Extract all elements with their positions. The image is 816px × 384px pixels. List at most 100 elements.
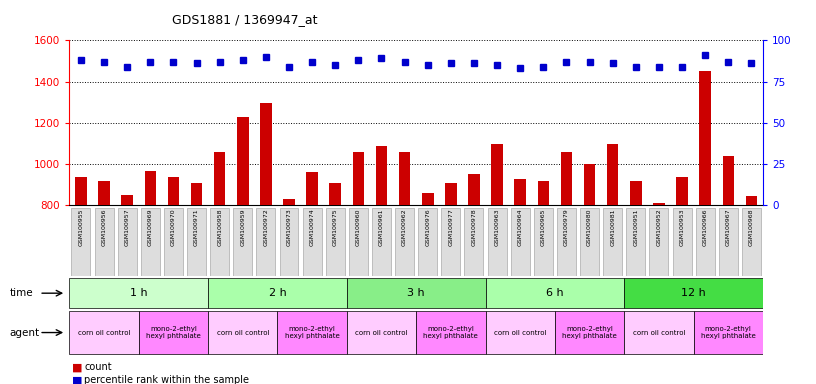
FancyBboxPatch shape bbox=[742, 208, 761, 276]
FancyBboxPatch shape bbox=[696, 208, 715, 276]
Bar bbox=[144, 171, 156, 205]
FancyBboxPatch shape bbox=[211, 208, 229, 276]
Text: 2 h: 2 h bbox=[268, 288, 286, 298]
Text: GSM100965: GSM100965 bbox=[541, 209, 546, 246]
FancyBboxPatch shape bbox=[141, 208, 160, 276]
Text: GSM100978: GSM100978 bbox=[472, 209, 477, 247]
Text: ■: ■ bbox=[72, 362, 82, 372]
Text: GSM100975: GSM100975 bbox=[333, 209, 338, 247]
FancyBboxPatch shape bbox=[416, 311, 486, 354]
Text: GDS1881 / 1369947_at: GDS1881 / 1369947_at bbox=[172, 13, 317, 26]
Text: 3 h: 3 h bbox=[407, 288, 425, 298]
FancyBboxPatch shape bbox=[72, 208, 91, 276]
FancyBboxPatch shape bbox=[347, 311, 416, 354]
Text: GSM100956: GSM100956 bbox=[101, 209, 107, 246]
FancyBboxPatch shape bbox=[95, 208, 113, 276]
FancyBboxPatch shape bbox=[208, 311, 277, 354]
Text: agent: agent bbox=[10, 328, 40, 338]
Bar bbox=[167, 177, 180, 205]
Bar bbox=[191, 183, 202, 205]
Text: GSM100972: GSM100972 bbox=[264, 209, 268, 247]
FancyBboxPatch shape bbox=[624, 311, 694, 354]
FancyBboxPatch shape bbox=[627, 208, 645, 276]
Text: 12 h: 12 h bbox=[681, 288, 706, 298]
Text: GSM100973: GSM100973 bbox=[286, 209, 291, 247]
Text: GSM100976: GSM100976 bbox=[425, 209, 430, 247]
Text: GSM100961: GSM100961 bbox=[379, 209, 384, 246]
FancyBboxPatch shape bbox=[349, 208, 368, 276]
Text: GSM100951: GSM100951 bbox=[633, 209, 638, 246]
Bar bbox=[561, 152, 572, 205]
FancyBboxPatch shape bbox=[672, 208, 691, 276]
Bar bbox=[237, 117, 249, 205]
Text: GSM100969: GSM100969 bbox=[148, 209, 153, 247]
FancyBboxPatch shape bbox=[650, 208, 668, 276]
Text: count: count bbox=[84, 362, 112, 372]
Bar bbox=[699, 71, 711, 205]
FancyBboxPatch shape bbox=[187, 208, 206, 276]
FancyBboxPatch shape bbox=[486, 278, 624, 308]
Text: mono-2-ethyl
hexyl phthalate: mono-2-ethyl hexyl phthalate bbox=[562, 326, 617, 339]
Bar bbox=[583, 164, 596, 205]
Text: GSM100967: GSM100967 bbox=[725, 209, 731, 247]
Text: GSM100963: GSM100963 bbox=[494, 209, 499, 247]
FancyBboxPatch shape bbox=[555, 311, 624, 354]
Bar bbox=[491, 144, 503, 205]
FancyBboxPatch shape bbox=[395, 208, 414, 276]
Text: GSM100955: GSM100955 bbox=[78, 209, 83, 246]
Bar bbox=[653, 204, 665, 205]
Bar bbox=[353, 152, 364, 205]
FancyBboxPatch shape bbox=[69, 311, 139, 354]
Text: mono-2-ethyl
hexyl phthalate: mono-2-ethyl hexyl phthalate bbox=[424, 326, 478, 339]
Text: corn oil control: corn oil control bbox=[632, 329, 685, 336]
Text: GSM100959: GSM100959 bbox=[240, 209, 246, 247]
Text: GSM100957: GSM100957 bbox=[125, 209, 130, 247]
FancyBboxPatch shape bbox=[694, 311, 763, 354]
Bar bbox=[122, 195, 133, 205]
Bar bbox=[98, 181, 110, 205]
FancyBboxPatch shape bbox=[372, 208, 391, 276]
FancyBboxPatch shape bbox=[164, 208, 183, 276]
Text: GSM100977: GSM100977 bbox=[448, 209, 454, 247]
Text: GSM100980: GSM100980 bbox=[587, 209, 592, 246]
Bar bbox=[260, 103, 272, 205]
Bar bbox=[630, 181, 641, 205]
Text: mono-2-ethyl
hexyl phthalate: mono-2-ethyl hexyl phthalate bbox=[285, 326, 339, 339]
FancyBboxPatch shape bbox=[347, 278, 486, 308]
Text: GSM100953: GSM100953 bbox=[680, 209, 685, 247]
Bar bbox=[746, 196, 757, 205]
Text: 1 h: 1 h bbox=[130, 288, 148, 298]
Text: GSM100964: GSM100964 bbox=[517, 209, 523, 247]
FancyBboxPatch shape bbox=[441, 208, 460, 276]
FancyBboxPatch shape bbox=[624, 278, 763, 308]
Text: time: time bbox=[10, 288, 33, 298]
Bar bbox=[330, 183, 341, 205]
FancyBboxPatch shape bbox=[486, 311, 555, 354]
Bar bbox=[306, 172, 318, 205]
FancyBboxPatch shape bbox=[511, 208, 530, 276]
FancyBboxPatch shape bbox=[326, 208, 344, 276]
FancyBboxPatch shape bbox=[256, 208, 275, 276]
Bar bbox=[676, 177, 688, 205]
Bar bbox=[722, 156, 734, 205]
FancyBboxPatch shape bbox=[69, 278, 208, 308]
Bar bbox=[514, 179, 526, 205]
FancyBboxPatch shape bbox=[139, 311, 208, 354]
Text: GSM100974: GSM100974 bbox=[309, 209, 315, 247]
Text: GSM100970: GSM100970 bbox=[171, 209, 176, 247]
FancyBboxPatch shape bbox=[580, 208, 599, 276]
Text: GSM100962: GSM100962 bbox=[402, 209, 407, 247]
Text: ■: ■ bbox=[72, 375, 82, 384]
FancyBboxPatch shape bbox=[603, 208, 622, 276]
Bar bbox=[75, 177, 86, 205]
FancyBboxPatch shape bbox=[719, 208, 738, 276]
Bar bbox=[283, 199, 295, 205]
Text: corn oil control: corn oil control bbox=[494, 329, 547, 336]
Text: GSM100981: GSM100981 bbox=[610, 209, 615, 246]
Text: GSM100968: GSM100968 bbox=[749, 209, 754, 246]
Text: GSM100958: GSM100958 bbox=[217, 209, 222, 246]
Text: GSM100960: GSM100960 bbox=[356, 209, 361, 246]
Text: GSM100966: GSM100966 bbox=[703, 209, 707, 246]
FancyBboxPatch shape bbox=[280, 208, 299, 276]
Bar bbox=[422, 193, 433, 205]
